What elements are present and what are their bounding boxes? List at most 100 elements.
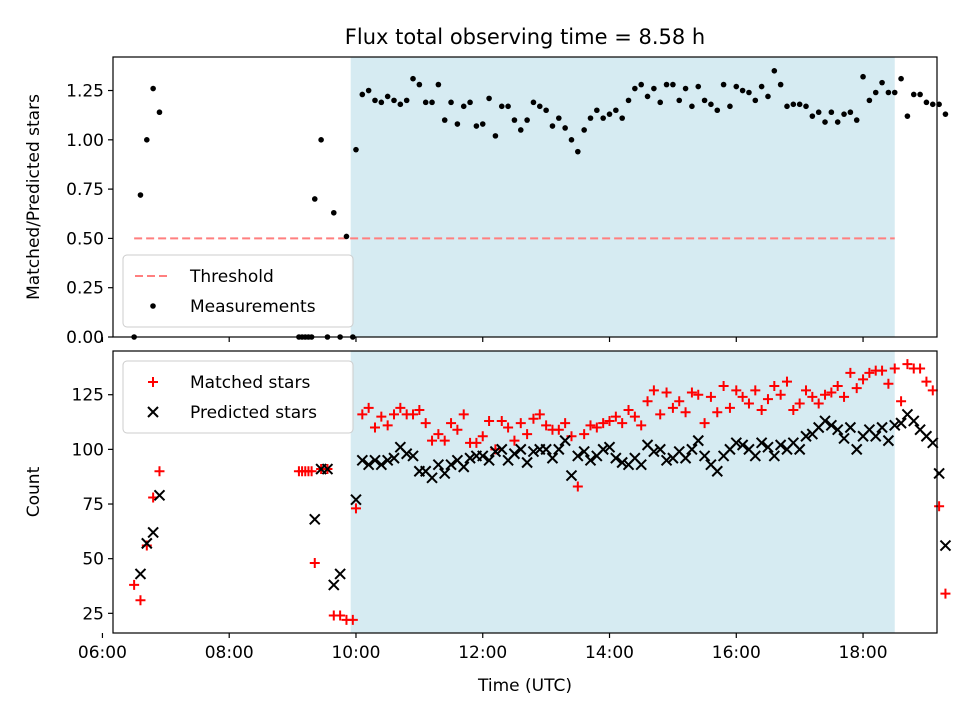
series-measurements xyxy=(131,68,949,340)
data-point xyxy=(736,439,749,451)
legend-label: Matched stars xyxy=(190,373,310,393)
data-point xyxy=(350,503,361,514)
data-point xyxy=(397,101,404,108)
data-point xyxy=(560,418,571,429)
data-point xyxy=(391,97,397,104)
data-point xyxy=(435,81,442,88)
data-point xyxy=(572,450,584,462)
x-axis-label: Time (UTC) xyxy=(477,676,572,696)
data-point xyxy=(509,435,520,446)
data-point xyxy=(864,367,875,378)
data-point xyxy=(851,443,863,456)
data-point xyxy=(771,68,778,74)
data-point xyxy=(714,107,721,114)
data-point xyxy=(942,111,949,117)
y-tick-label: 1.00 xyxy=(66,131,104,151)
data-point xyxy=(363,402,374,413)
data-point xyxy=(648,385,659,396)
data-point xyxy=(784,103,790,110)
data-point xyxy=(369,454,381,467)
data-point xyxy=(403,97,410,104)
data-point xyxy=(334,568,346,580)
data-point xyxy=(446,418,457,429)
data-point xyxy=(737,391,748,402)
data-point xyxy=(724,402,735,413)
y-tick-label: 25 xyxy=(82,604,104,624)
data-point xyxy=(441,117,448,123)
data-point xyxy=(781,376,792,387)
data-point xyxy=(866,97,873,104)
data-point xyxy=(777,81,784,88)
data-point xyxy=(448,99,454,106)
data-point xyxy=(860,73,866,80)
legend-item: Threshold xyxy=(135,267,274,287)
data-point xyxy=(819,415,831,427)
data-point xyxy=(758,83,765,90)
data-point xyxy=(350,493,362,506)
data-point xyxy=(708,101,714,108)
y-tick-label: 100 xyxy=(72,440,104,460)
data-point xyxy=(838,432,850,445)
data-point xyxy=(137,192,144,198)
data-point xyxy=(661,387,672,398)
data-point xyxy=(762,394,773,405)
data-point xyxy=(572,481,583,492)
data-point xyxy=(731,385,742,396)
data-point xyxy=(400,448,413,460)
data-point xyxy=(335,610,346,621)
legend: Matched stars Predicted stars xyxy=(122,360,354,434)
data-point xyxy=(384,93,391,100)
y-tick-label: 0.75 xyxy=(66,180,104,200)
data-point xyxy=(565,469,578,482)
data-point xyxy=(147,526,159,539)
data-point xyxy=(896,396,907,407)
data-point xyxy=(496,415,507,426)
y-axis-label: Count xyxy=(24,466,44,517)
data-point xyxy=(568,137,575,143)
data-point xyxy=(936,101,942,108)
legend-item: Matched stars xyxy=(148,373,310,393)
data-point xyxy=(629,411,640,422)
data-point xyxy=(711,465,723,477)
data-point xyxy=(927,385,938,396)
data-point xyxy=(727,103,733,110)
data-point xyxy=(720,81,727,88)
data-point xyxy=(775,389,786,400)
data-point xyxy=(483,454,495,467)
plot-frame xyxy=(112,350,938,634)
data-point xyxy=(917,91,923,98)
data-point xyxy=(508,448,521,460)
data-point xyxy=(940,588,951,599)
data-point xyxy=(598,418,609,429)
data-point xyxy=(498,103,505,110)
data-point xyxy=(549,123,556,129)
data-point xyxy=(610,452,622,464)
legend-item: Predicted stars xyxy=(147,403,317,423)
data-point xyxy=(579,429,590,440)
data-point xyxy=(129,579,140,590)
data-point xyxy=(610,411,621,422)
data-point xyxy=(660,454,673,467)
data-point xyxy=(517,127,524,133)
data-point xyxy=(809,113,816,119)
data-point xyxy=(682,85,689,92)
data-point xyxy=(144,137,150,143)
data-point xyxy=(705,391,716,402)
y-tick-label: 75 xyxy=(82,495,104,515)
data-point xyxy=(420,418,431,429)
data-point xyxy=(927,437,939,449)
data-point xyxy=(831,423,844,436)
data-point xyxy=(889,363,900,374)
data-point xyxy=(522,429,533,440)
data-point xyxy=(528,413,539,424)
data-point xyxy=(692,434,704,447)
data-point xyxy=(439,467,451,480)
data-point xyxy=(877,365,888,376)
data-point xyxy=(460,103,467,110)
data-point xyxy=(388,452,400,464)
data-point xyxy=(471,437,482,448)
data-point xyxy=(543,107,549,114)
data-point xyxy=(378,99,385,106)
data-point xyxy=(353,146,359,153)
data-point xyxy=(889,419,901,432)
